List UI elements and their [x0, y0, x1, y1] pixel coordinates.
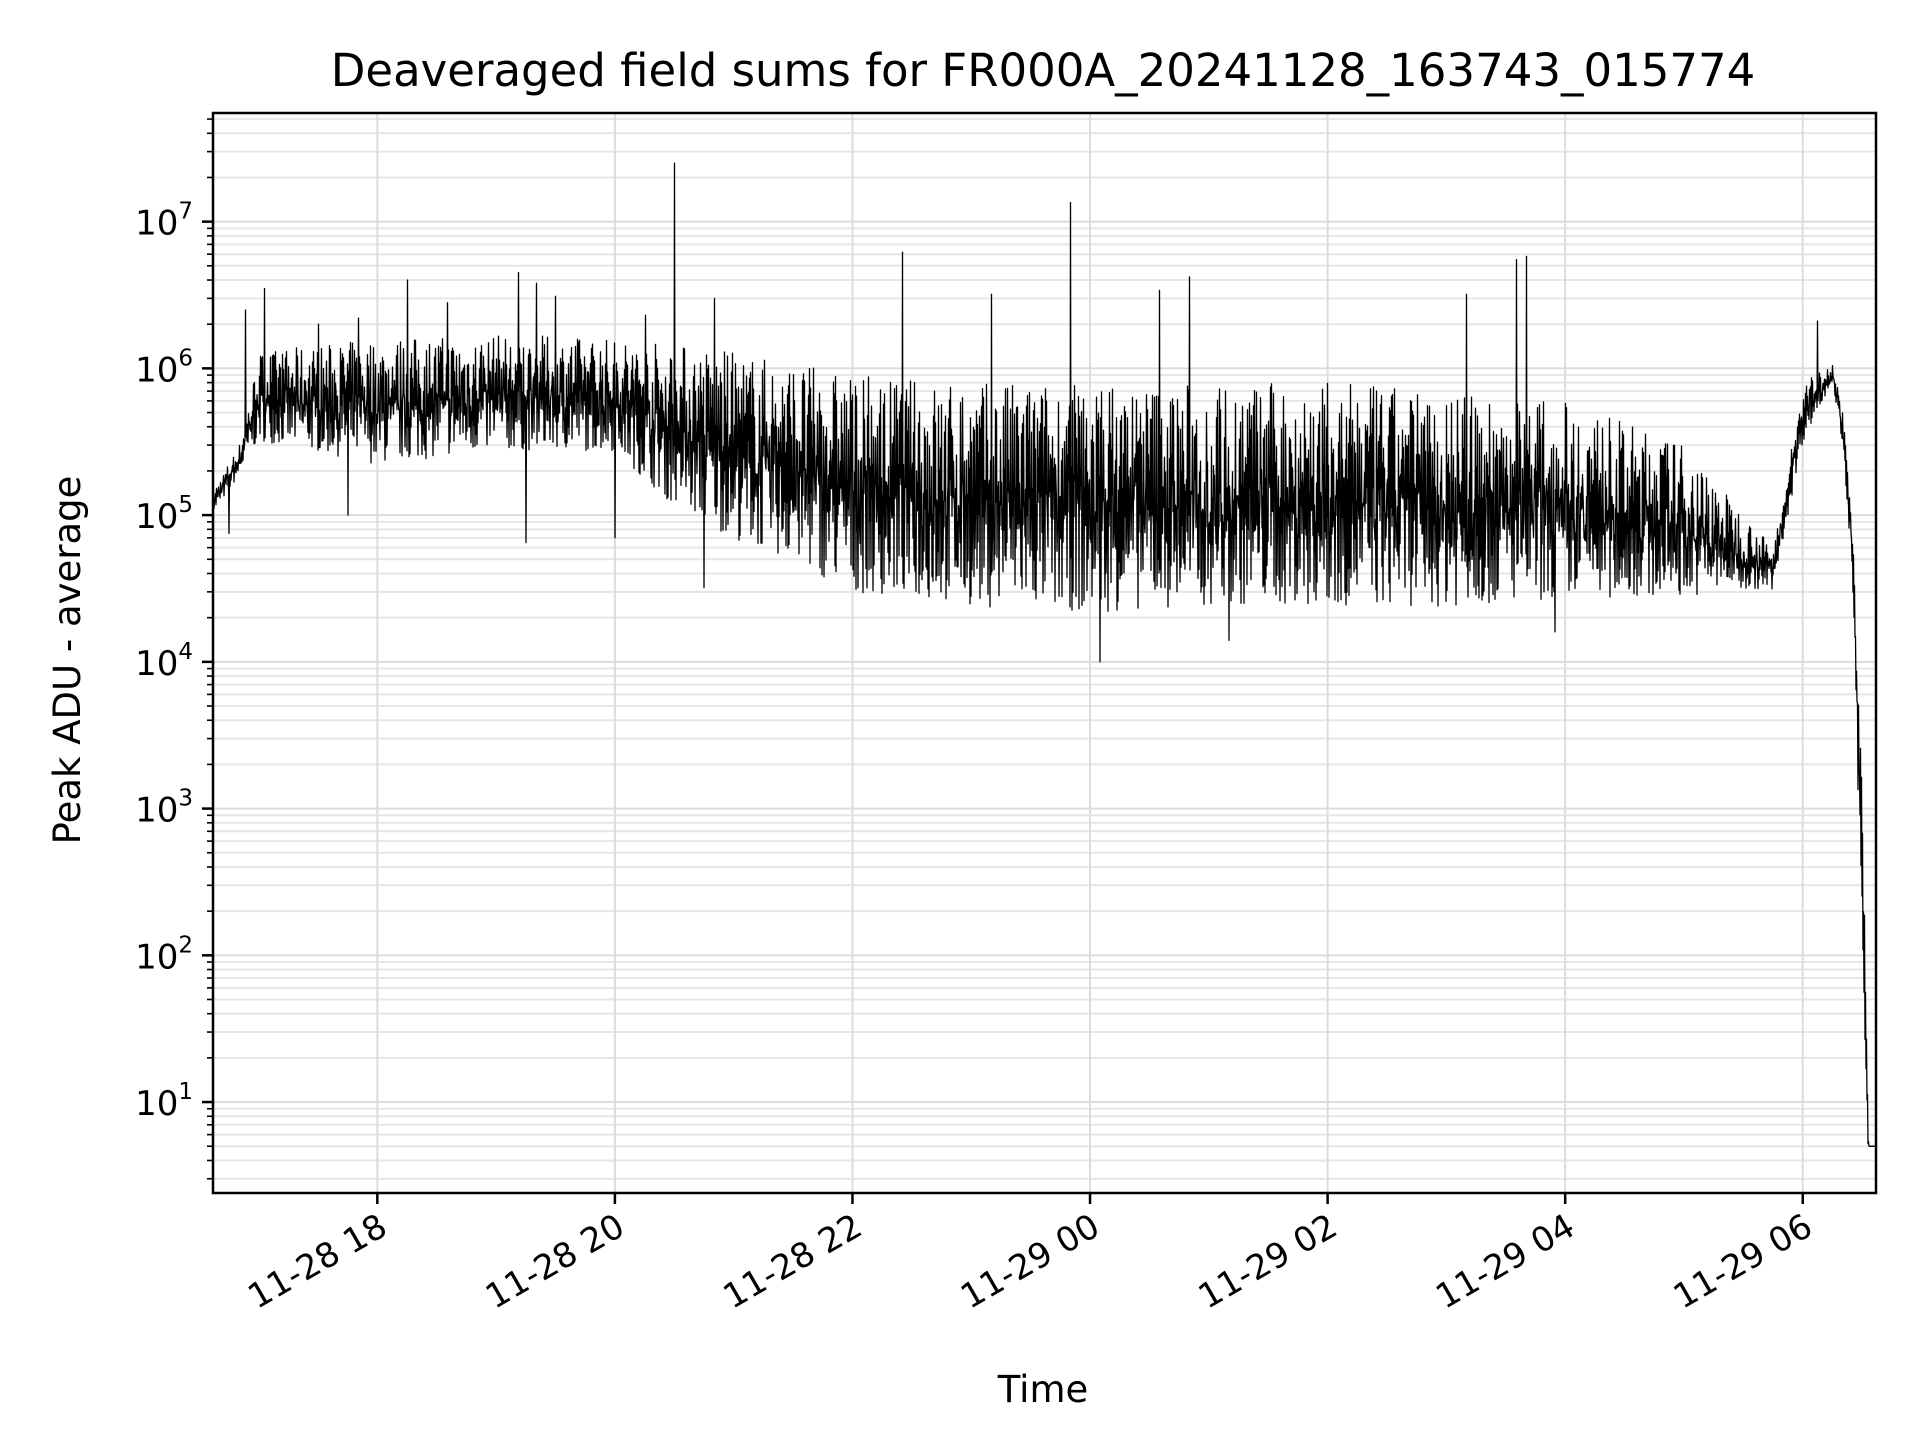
- y-tick-label: 102: [135, 932, 193, 977]
- y-tick-label: 105: [135, 492, 193, 537]
- chart-title: Deaveraged field sums for FR000A_2024112…: [331, 44, 1756, 97]
- y-axis-label: Peak ADU - average: [46, 476, 89, 845]
- plot-frame: [211, 111, 1878, 1195]
- y-tick-label: 107: [135, 199, 193, 244]
- series-line: [212, 162, 1877, 1147]
- y-tick-label: 106: [135, 345, 193, 390]
- y-tick-label: 104: [135, 639, 193, 684]
- y-tick-label: 101: [135, 1079, 193, 1124]
- x-axis-label: Time: [997, 1368, 1089, 1411]
- y-tick-label: 103: [135, 786, 193, 831]
